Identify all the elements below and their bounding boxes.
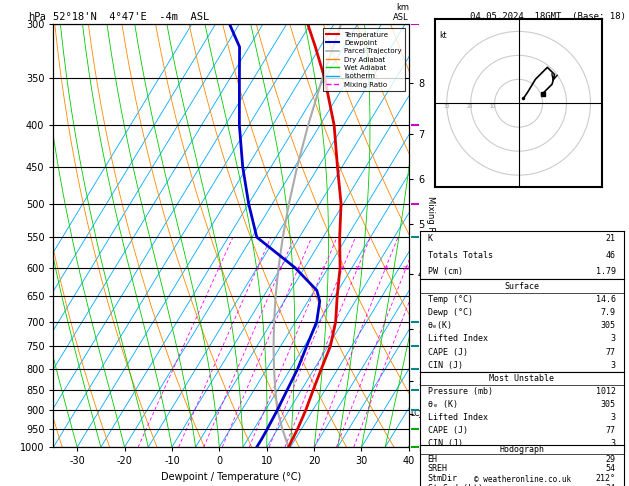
Text: 3: 3 xyxy=(611,413,616,422)
Text: PW (cm): PW (cm) xyxy=(428,267,463,276)
Text: 52°18'N  4°47'E  -4m  ASL: 52°18'N 4°47'E -4m ASL xyxy=(53,12,209,22)
Text: 14.6: 14.6 xyxy=(596,295,616,304)
Text: 3: 3 xyxy=(279,266,282,271)
Text: 1012: 1012 xyxy=(596,387,616,396)
Text: © weatheronline.co.uk: © weatheronline.co.uk xyxy=(474,474,571,484)
Text: 20: 20 xyxy=(403,266,409,271)
Text: 1: 1 xyxy=(217,266,220,271)
Text: 7.9: 7.9 xyxy=(601,308,616,317)
Text: 305: 305 xyxy=(601,321,616,330)
Text: Lifted Index: Lifted Index xyxy=(428,334,487,343)
Text: 305: 305 xyxy=(601,399,616,409)
Text: CAPE (J): CAPE (J) xyxy=(428,426,468,434)
Text: km
ASL: km ASL xyxy=(393,3,409,22)
Text: θₑ(K): θₑ(K) xyxy=(428,321,453,330)
Text: 77: 77 xyxy=(606,426,616,434)
Text: 3: 3 xyxy=(611,438,616,448)
Text: 212°: 212° xyxy=(596,474,616,483)
Text: 77: 77 xyxy=(606,347,616,357)
Text: K: K xyxy=(428,234,433,243)
Text: kt: kt xyxy=(440,32,447,40)
Text: 6: 6 xyxy=(322,266,325,271)
Text: 29: 29 xyxy=(606,455,616,464)
Text: 20: 20 xyxy=(467,104,473,109)
Text: EH: EH xyxy=(428,455,438,464)
Text: StmSpd (kt): StmSpd (kt) xyxy=(428,484,482,486)
Y-axis label: Mixing Ratio (g/kg): Mixing Ratio (g/kg) xyxy=(426,196,435,276)
Text: 04.05.2024  18GMT  (Base: 18): 04.05.2024 18GMT (Base: 18) xyxy=(470,12,626,21)
Text: 2: 2 xyxy=(255,266,259,271)
Text: Dewp (°C): Dewp (°C) xyxy=(428,308,473,317)
Text: 8: 8 xyxy=(341,266,344,271)
Text: Surface: Surface xyxy=(504,281,539,291)
Text: Most Unstable: Most Unstable xyxy=(489,374,554,383)
Text: Lifted Index: Lifted Index xyxy=(428,413,487,422)
Legend: Temperature, Dewpoint, Parcel Trajectory, Dry Adiabat, Wet Adiabat, Isotherm, Mi: Temperature, Dewpoint, Parcel Trajectory… xyxy=(323,28,405,91)
Text: 1.79: 1.79 xyxy=(596,267,616,276)
Text: Totals Totals: Totals Totals xyxy=(428,251,493,260)
Text: 30: 30 xyxy=(444,104,450,109)
Text: 3: 3 xyxy=(611,334,616,343)
Text: SREH: SREH xyxy=(428,465,448,473)
Text: 3: 3 xyxy=(611,361,616,370)
Text: Pressure (mb): Pressure (mb) xyxy=(428,387,493,396)
Text: StmDir: StmDir xyxy=(428,474,458,483)
Text: 54: 54 xyxy=(606,465,616,473)
Text: CAPE (J): CAPE (J) xyxy=(428,347,468,357)
Text: CIN (J): CIN (J) xyxy=(428,361,463,370)
Text: 10: 10 xyxy=(354,266,361,271)
Text: 21: 21 xyxy=(606,234,616,243)
Text: LCL: LCL xyxy=(410,410,424,418)
Text: 15: 15 xyxy=(382,266,389,271)
Text: 4: 4 xyxy=(296,266,300,271)
Text: Hodograph: Hodograph xyxy=(499,445,544,454)
Text: 24: 24 xyxy=(606,484,616,486)
Text: CIN (J): CIN (J) xyxy=(428,438,463,448)
Text: θₑ (K): θₑ (K) xyxy=(428,399,458,409)
Text: hPa: hPa xyxy=(28,12,47,22)
Text: Temp (°C): Temp (°C) xyxy=(428,295,473,304)
X-axis label: Dewpoint / Temperature (°C): Dewpoint / Temperature (°C) xyxy=(161,472,301,482)
Text: 10: 10 xyxy=(489,104,496,109)
Text: 46: 46 xyxy=(606,251,616,260)
